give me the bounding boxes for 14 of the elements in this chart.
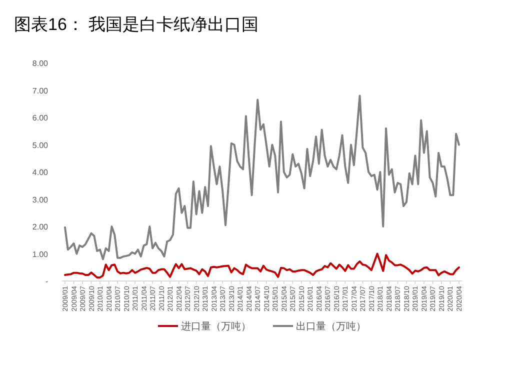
chart-title: 图表16： 我国是白卡纸净出口国	[14, 15, 259, 34]
line-series	[64, 252, 460, 278]
y-tick-label: 7.00	[32, 86, 49, 96]
y-tick-label: 2.00	[32, 222, 49, 232]
y-tick-label: 6.00	[32, 114, 49, 122]
y-tick-label: 3.00	[32, 195, 49, 204]
y-tick-label: 5.00	[32, 140, 49, 150]
y-tick-label: 8.00	[32, 59, 49, 68]
line-series	[64, 94, 460, 260]
y-tick-label: 4.00	[32, 168, 49, 177]
legend-label: 进口量（万吨）	[181, 320, 251, 332]
y-tick-label: -	[45, 277, 48, 286]
y-tick-label: 1.00	[32, 250, 49, 259]
legend-label: 出口量（万吨）	[296, 320, 366, 332]
